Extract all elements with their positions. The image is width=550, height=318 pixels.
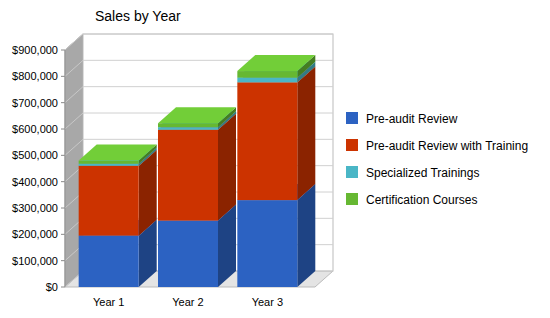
bar: [79, 145, 157, 164]
bar-front: [237, 78, 297, 83]
bar: [158, 107, 236, 127]
tick-label: $0: [46, 281, 58, 293]
tick-label: $200,000: [12, 228, 58, 240]
bar-side: [297, 184, 315, 287]
tick-label: $800,000: [12, 70, 58, 82]
grid-line: [65, 60, 83, 76]
tick-label: $600,000: [12, 123, 58, 135]
tick-mark: [61, 129, 65, 130]
tick-label: $300,000: [12, 202, 58, 214]
tick-mark: [61, 76, 65, 77]
tick-label: $900,000: [12, 44, 58, 56]
category-label: Year 3: [252, 296, 283, 308]
tick-label: $100,000: [12, 255, 58, 267]
tick-label: $400,000: [12, 176, 58, 188]
bar-front: [79, 166, 139, 236]
tick-mark: [61, 260, 65, 261]
tick-mark: [61, 102, 65, 103]
tick-mark: [61, 50, 65, 51]
legend-label: Certification Courses: [366, 193, 477, 207]
bar-top: [237, 55, 315, 71]
category-label: Year 2: [172, 296, 203, 308]
bar-side: [297, 66, 315, 200]
tick-mark: [61, 287, 65, 288]
legend-swatch: [346, 139, 358, 151]
legend-swatch: [346, 193, 358, 205]
bar-side: [218, 114, 236, 221]
bars: [79, 55, 316, 287]
bar: [79, 150, 157, 236]
grid-line: [65, 87, 83, 103]
bar-front: [237, 71, 297, 78]
bar-front: [158, 123, 218, 127]
bar: [237, 55, 315, 78]
legend-label: Pre-audit Review: [366, 112, 458, 126]
grid-line: [65, 113, 83, 129]
bar-front: [237, 200, 297, 287]
tick-mark: [61, 181, 65, 182]
category-label: Year 1: [93, 296, 124, 308]
bar: [158, 114, 236, 221]
bar-front: [237, 82, 297, 200]
tick-mark: [61, 208, 65, 209]
legend-swatch: [346, 166, 358, 178]
grid-line: [83, 34, 333, 35]
bar-front: [158, 127, 218, 130]
legend-swatch: [346, 112, 358, 124]
bar-top: [158, 107, 236, 123]
tick-label: $700,000: [12, 97, 58, 109]
tick-mark: [61, 234, 65, 235]
title: Sales by Year: [95, 8, 181, 24]
grid-line: [65, 139, 83, 155]
bar-front: [158, 130, 218, 221]
grid-line: [65, 34, 83, 50]
y-axis: [65, 50, 66, 287]
bar: [237, 66, 315, 200]
legend-label: Specialized Trainings: [366, 166, 479, 180]
bar-front: [79, 161, 139, 164]
bar-top: [79, 145, 157, 161]
bar-front: [79, 164, 139, 166]
chart: Sales by Year $0 $100,000 $200,000 $300,000 $…: [0, 0, 550, 318]
tick-label: $500,000: [12, 149, 58, 161]
tick-mark: [61, 155, 65, 156]
bar-front: [158, 221, 218, 287]
legend-label: Pre-audit Review with Training: [366, 139, 528, 153]
bar-front: [79, 236, 139, 287]
